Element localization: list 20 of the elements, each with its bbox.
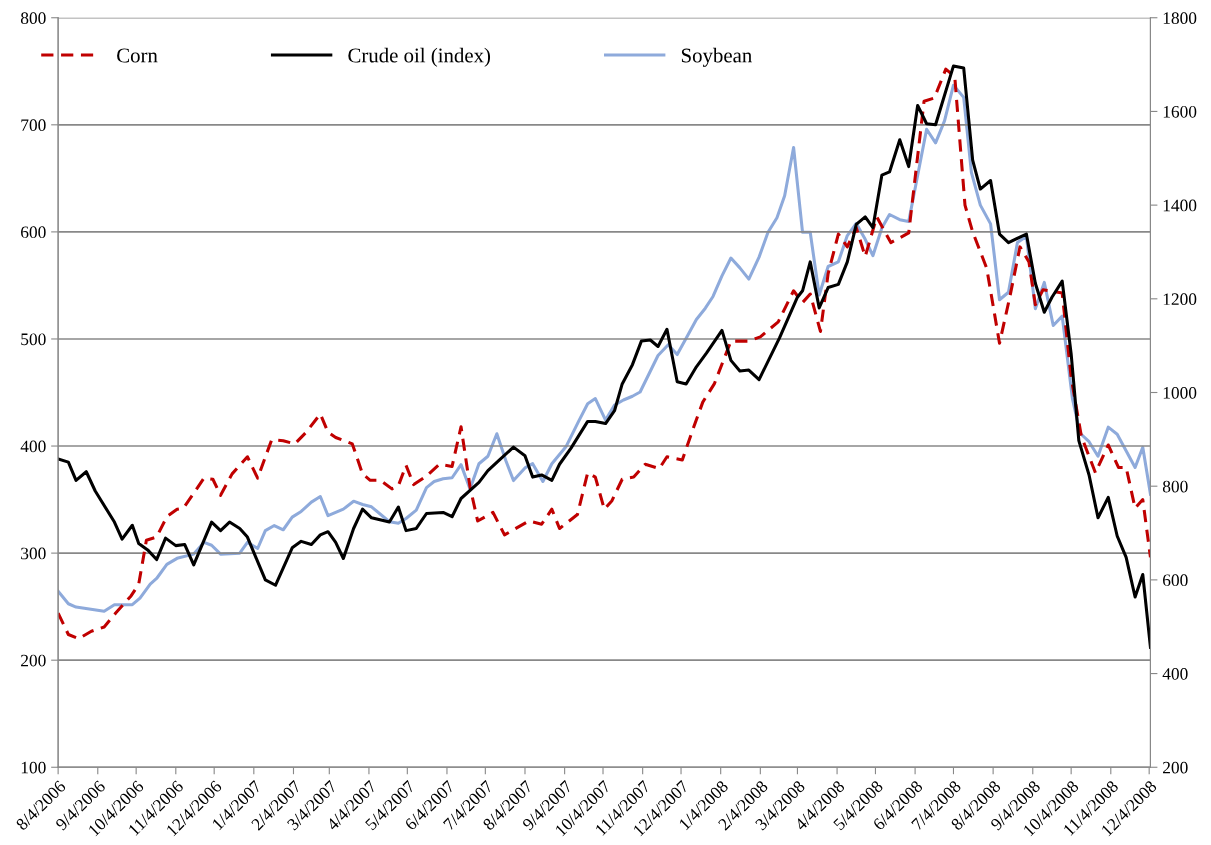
y-tick-label: 300 xyxy=(21,547,46,560)
y-tick-label: 500 xyxy=(21,333,46,346)
y2-tick-label: 600 xyxy=(1163,574,1188,587)
legend-label: Corn xyxy=(117,48,158,63)
legend-label: Crude oil (index) xyxy=(348,47,491,67)
y-tick-label: 700 xyxy=(21,119,46,132)
y-tick-label: 400 xyxy=(20,440,46,453)
y2-tick-label: 200 xyxy=(1163,761,1188,774)
y2-tick-label: 1800 xyxy=(1163,12,1197,24)
legend-label: Soybean xyxy=(681,47,752,67)
y-tick-label: 200 xyxy=(21,654,46,667)
y2-tick-label: 800 xyxy=(1162,480,1188,493)
y-tick-label: 100 xyxy=(21,761,46,774)
y-tick-label: 600 xyxy=(21,226,46,239)
y2-tick-label: 1400 xyxy=(1163,199,1197,212)
y2-tick-label: 400 xyxy=(1162,668,1188,680)
y-tick-label: 800 xyxy=(20,12,46,24)
y2-tick-label: 1200 xyxy=(1163,293,1197,306)
y2-tick-label: 1600 xyxy=(1163,105,1197,118)
y2-tick-label: 1000 xyxy=(1163,386,1197,399)
